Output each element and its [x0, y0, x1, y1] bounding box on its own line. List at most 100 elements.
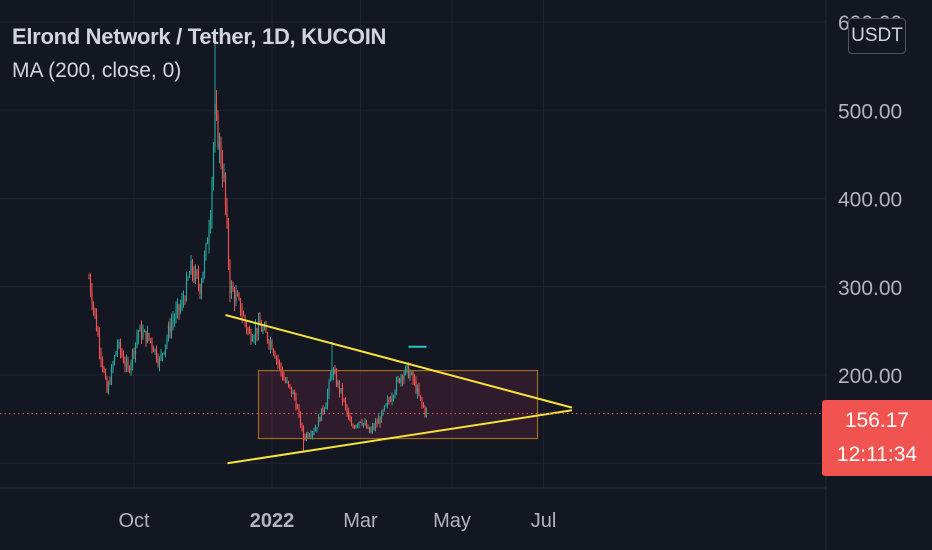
candle-body	[271, 341, 273, 350]
candle	[92, 301, 95, 317]
candle	[149, 338, 152, 343]
candle-body	[220, 142, 222, 165]
candle-body	[416, 388, 419, 393]
candle	[94, 307, 96, 320]
candle	[353, 424, 356, 430]
candle-body	[229, 263, 231, 294]
time-tick-label: May	[433, 510, 471, 532]
candle-body	[352, 425, 354, 427]
lower-trendline[interactable]	[227, 409, 573, 465]
candle-body	[94, 308, 96, 315]
candle	[194, 264, 197, 285]
candle	[238, 292, 240, 301]
candle-body	[287, 381, 290, 385]
candle-body	[233, 290, 236, 302]
candle-body	[316, 427, 318, 429]
candle-body	[296, 408, 299, 410]
candle-body	[361, 421, 363, 425]
candle-body	[161, 353, 164, 355]
candle	[205, 242, 207, 261]
candle-body	[226, 205, 228, 225]
candle-body	[256, 327, 258, 334]
candle-body	[181, 300, 183, 307]
candle	[110, 364, 113, 386]
candle-body	[353, 426, 356, 428]
candle	[230, 280, 233, 299]
candle	[157, 353, 159, 368]
candle-body	[247, 329, 249, 331]
candle-body	[374, 422, 377, 428]
candle	[212, 141, 215, 191]
candle	[178, 303, 180, 320]
candle	[370, 426, 372, 434]
candle	[400, 374, 402, 387]
candle	[245, 320, 248, 334]
candle-body	[383, 405, 386, 411]
candle	[401, 374, 404, 387]
candle-body	[140, 326, 143, 338]
candle-body	[421, 399, 423, 404]
candle-body	[262, 329, 264, 332]
currency-button[interactable]: USDT	[848, 18, 906, 54]
candle-body	[367, 427, 369, 429]
candle	[239, 297, 242, 317]
candle-body	[206, 242, 209, 244]
candle-body	[289, 384, 291, 387]
candle-body	[424, 406, 426, 414]
candle	[319, 416, 321, 423]
candle-body	[139, 326, 141, 332]
candle	[377, 414, 380, 424]
candle	[170, 313, 173, 339]
candle	[121, 348, 123, 359]
candle	[173, 313, 176, 327]
candle-body	[250, 333, 252, 341]
candle	[191, 258, 194, 282]
candle-body	[221, 164, 224, 179]
time-axis[interactable]: Oct 2022 Mar May Jul	[118, 510, 556, 532]
candle-body	[242, 315, 245, 317]
candle	[409, 369, 411, 381]
candle-body	[136, 337, 138, 343]
candle-body	[328, 381, 330, 394]
candle	[88, 273, 90, 280]
candle-body	[344, 400, 347, 406]
candle	[211, 176, 213, 229]
candle	[280, 362, 282, 377]
symbol-title[interactable]: Elrond Network / Tether, 1D, KUCOIN	[12, 24, 387, 49]
candle-body	[115, 351, 117, 357]
candle	[418, 382, 420, 397]
candle-body	[100, 351, 102, 360]
candle-body	[307, 433, 309, 437]
candle-body	[302, 427, 305, 438]
candle-body	[380, 411, 383, 423]
candle-body	[365, 423, 368, 428]
candle	[236, 290, 239, 297]
candle	[203, 250, 206, 279]
candle	[362, 423, 365, 428]
candle	[247, 327, 249, 336]
candle-body	[376, 422, 378, 424]
indicator-legend[interactable]: MA (200, close, 0)	[12, 59, 182, 82]
candle	[346, 404, 348, 417]
candle-body	[283, 377, 285, 380]
candle-body	[142, 331, 144, 338]
candle	[367, 424, 369, 430]
candle	[344, 397, 347, 411]
candle	[406, 364, 408, 374]
candle-body	[326, 393, 329, 406]
candle	[89, 273, 92, 298]
candle	[311, 430, 314, 440]
candle	[103, 365, 105, 374]
candle	[287, 380, 290, 388]
candle	[109, 376, 111, 386]
upper-trendline[interactable]	[225, 314, 573, 409]
candle-body	[286, 381, 288, 383]
candle	[394, 389, 396, 399]
candle	[115, 350, 117, 357]
candle	[248, 325, 251, 334]
candle	[133, 347, 135, 360]
candle-body	[92, 304, 95, 309]
candle-body	[370, 429, 372, 433]
candle-body	[113, 356, 116, 364]
candle	[277, 354, 279, 370]
